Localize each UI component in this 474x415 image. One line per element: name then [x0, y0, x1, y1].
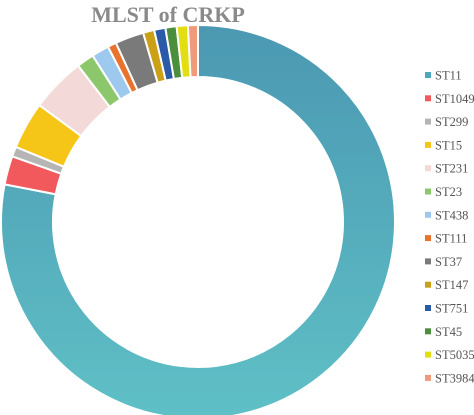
legend-item-st299: ST299 — [425, 115, 468, 129]
legend-swatch — [425, 95, 431, 102]
legend-item-st11: ST11 — [425, 69, 462, 83]
legend-swatch — [425, 374, 431, 381]
legend-label: ST5035 — [435, 348, 474, 362]
legend-label: ST23 — [435, 185, 462, 199]
legend-label: ST231 — [435, 162, 468, 176]
legend-swatch — [425, 235, 431, 242]
legend-swatch — [425, 351, 431, 358]
legend-label: ST147 — [435, 278, 468, 292]
legend-item-st1049: ST1049 — [425, 92, 474, 106]
legend-swatch — [425, 258, 431, 265]
legend-swatch — [425, 211, 431, 218]
slice-st3984 — [186, 23, 199, 79]
legend-label: ST15 — [435, 138, 462, 152]
slice-st11 — [0, 23, 396, 415]
legend-swatch — [425, 165, 431, 172]
legend-item-st5035: ST5035 — [425, 348, 474, 362]
legend-label: ST751 — [435, 302, 468, 316]
legend-label: ST111 — [435, 232, 467, 246]
legend-swatch — [425, 305, 431, 311]
legend-item-st23: ST23 — [425, 185, 462, 199]
legend-item-st147: ST147 — [425, 278, 468, 292]
legend-label: ST299 — [435, 115, 468, 129]
legend-swatch — [425, 281, 431, 288]
legend-item-st438: ST438 — [425, 208, 468, 222]
legend-label: ST11 — [435, 69, 462, 83]
legend-item-st231: ST231 — [425, 162, 468, 176]
legend-label: ST3984 — [435, 371, 474, 385]
legend-swatch — [425, 328, 431, 335]
legend-swatch — [425, 118, 431, 125]
legend: ST11 ST1049 ST299 ST15 ST231 ST23 ST438 ST111 ST… — [425, 69, 474, 385]
legend-item-st111: ST111 — [425, 232, 467, 246]
legend-item-st45: ST45 — [425, 325, 462, 339]
donut-slices — [0, 23, 396, 415]
legend-item-st37: ST37 — [425, 255, 462, 269]
legend-item-st15: ST15 — [425, 138, 462, 152]
legend-label: ST45 — [435, 325, 462, 339]
legend-item-st3984: ST3984 — [425, 371, 474, 385]
legend-swatch — [425, 188, 431, 195]
legend-label: ST438 — [435, 208, 468, 222]
legend-swatch — [425, 72, 431, 78]
legend-swatch — [425, 141, 431, 148]
chart-title: MLST of CRKP — [91, 2, 245, 27]
legend-item-st751: ST751 — [425, 302, 468, 316]
legend-label: ST37 — [435, 255, 462, 269]
legend-label: ST1049 — [435, 92, 474, 106]
